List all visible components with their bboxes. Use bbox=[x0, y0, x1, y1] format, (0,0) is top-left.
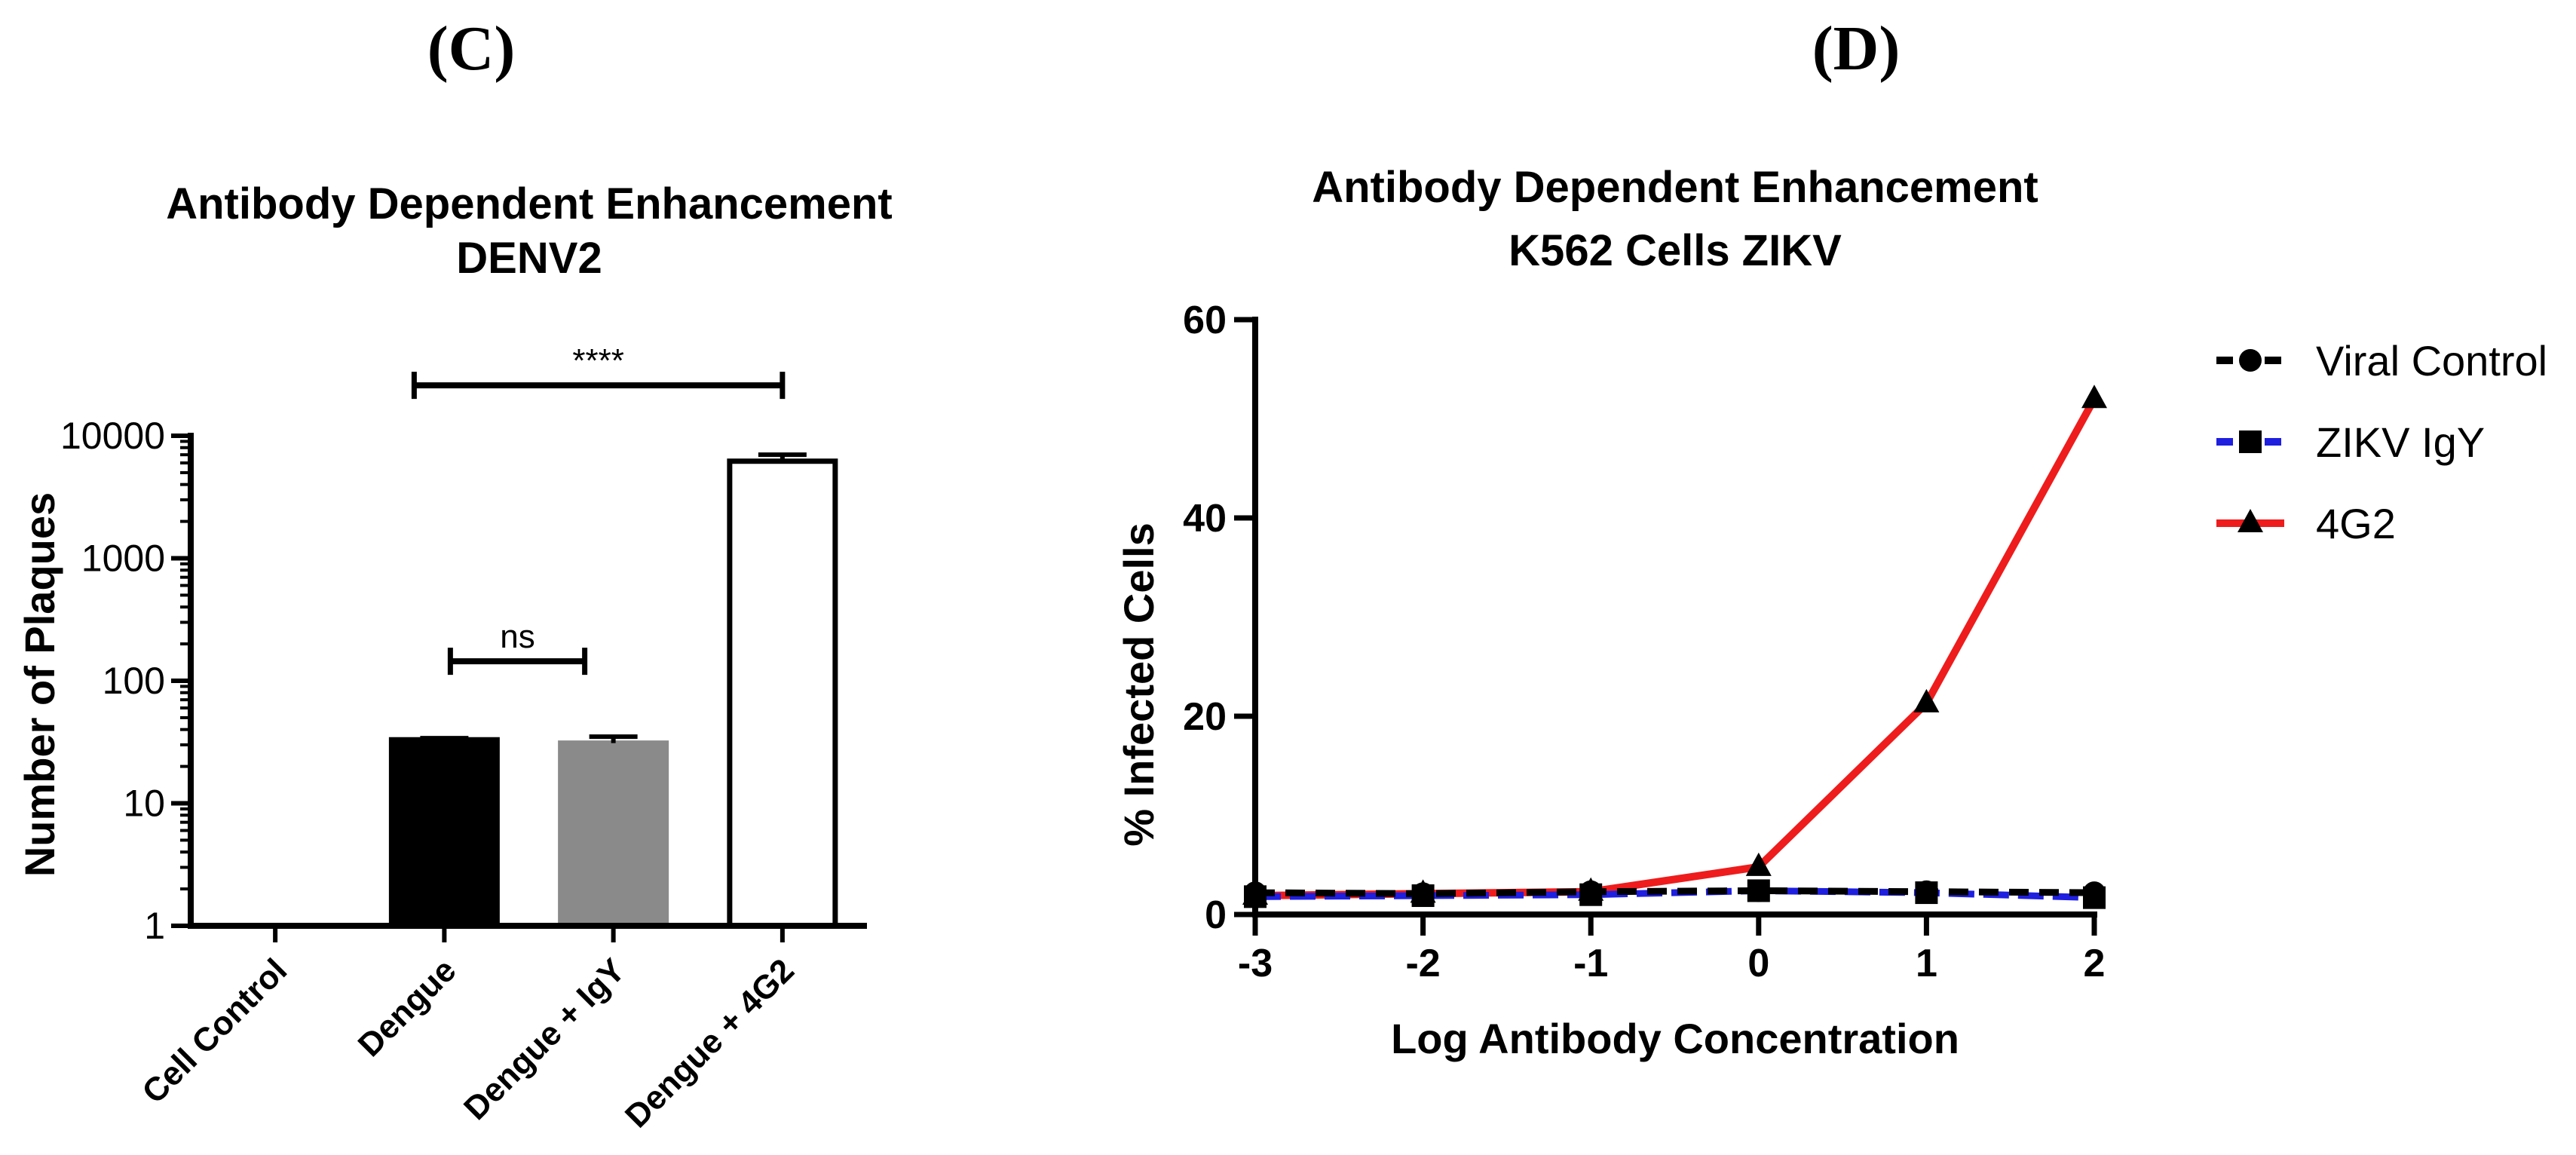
panel-label-d: (D) bbox=[1812, 14, 1901, 84]
y-tick-label-3: 1000 bbox=[81, 538, 165, 580]
d-x-tick-label-4: 1 bbox=[1916, 942, 1937, 985]
legend-marker-2 bbox=[2238, 509, 2263, 532]
panel-label-c: (C) bbox=[427, 14, 516, 84]
bar-chart: Antibody Dependent Enhancement DENV2 Num… bbox=[16, 179, 893, 1135]
bar-chart-ylabel: Number of Plaques bbox=[16, 492, 63, 877]
x-category-label-1: Dengue bbox=[351, 951, 464, 1064]
y-tick-label-2: 100 bbox=[103, 660, 165, 702]
bar-2 bbox=[558, 740, 669, 929]
series-0-point-1 bbox=[1411, 882, 1435, 905]
x-category-label-3: Dengue + 4G2 bbox=[618, 951, 801, 1135]
legend-marker-0 bbox=[2239, 349, 2262, 372]
line-chart: Antibody Dependent Enhancement K562 Cell… bbox=[1115, 163, 2547, 1062]
x-category-label-2: Dengue + IgY bbox=[457, 951, 633, 1127]
bar-1 bbox=[388, 737, 500, 929]
d-y-tick-label-1: 20 bbox=[1183, 695, 1227, 739]
d-y-tick-label-0: 0 bbox=[1205, 893, 1227, 937]
series-0-point-4 bbox=[1915, 880, 1938, 903]
series-0-point-5 bbox=[2083, 881, 2106, 905]
d-x-tick-label-3: 0 bbox=[1747, 942, 1769, 985]
series-2-point-4 bbox=[1913, 688, 1940, 712]
d-x-tick-label-1: -2 bbox=[1405, 942, 1440, 985]
d-x-tick-label-2: -1 bbox=[1573, 942, 1608, 985]
legend-label-0: Viral Control bbox=[2316, 337, 2547, 384]
significance-label-0: **** bbox=[572, 342, 624, 379]
significance-label-1: ns bbox=[500, 618, 534, 655]
legend-label-1: ZIKV IgY bbox=[2316, 418, 2485, 466]
line-chart-xlabel: Log Antibody Concentration bbox=[1391, 1015, 1959, 1062]
d-y-tick-label-2: 40 bbox=[1183, 497, 1227, 541]
bar-chart-subtitle: DENV2 bbox=[456, 234, 602, 283]
bar-chart-title: Antibody Dependent Enhancement bbox=[166, 179, 893, 228]
line-chart-subtitle: K562 Cells ZIKV bbox=[1509, 226, 1842, 275]
d-y-tick-label-3: 60 bbox=[1183, 299, 1227, 342]
y-tick-label-4: 10000 bbox=[60, 415, 165, 457]
series-0-point-2 bbox=[1579, 880, 1603, 903]
d-x-tick-label-0: -3 bbox=[1238, 942, 1273, 985]
x-category-label-0: Cell Control bbox=[135, 951, 294, 1111]
d-x-tick-label-5: 2 bbox=[2084, 942, 2106, 985]
series-line-2 bbox=[1254, 397, 2098, 900]
series-0-point-0 bbox=[1244, 881, 1267, 905]
line-chart-title: Antibody Dependent Enhancement bbox=[1312, 163, 2038, 212]
series-0-point-3 bbox=[1747, 879, 1770, 902]
y-tick-label-0: 1 bbox=[144, 905, 165, 947]
bar-3 bbox=[727, 458, 838, 929]
legend-label-2: 4G2 bbox=[2316, 500, 2396, 547]
legend-marker-1 bbox=[2239, 430, 2262, 453]
series-2-point-5 bbox=[2081, 384, 2107, 409]
line-chart-ylabel: % Infected Cells bbox=[1115, 522, 1162, 846]
series-line-0 bbox=[1254, 887, 2095, 897]
series-2-point-3 bbox=[1745, 852, 1772, 876]
y-tick-label-1: 10 bbox=[123, 783, 165, 825]
